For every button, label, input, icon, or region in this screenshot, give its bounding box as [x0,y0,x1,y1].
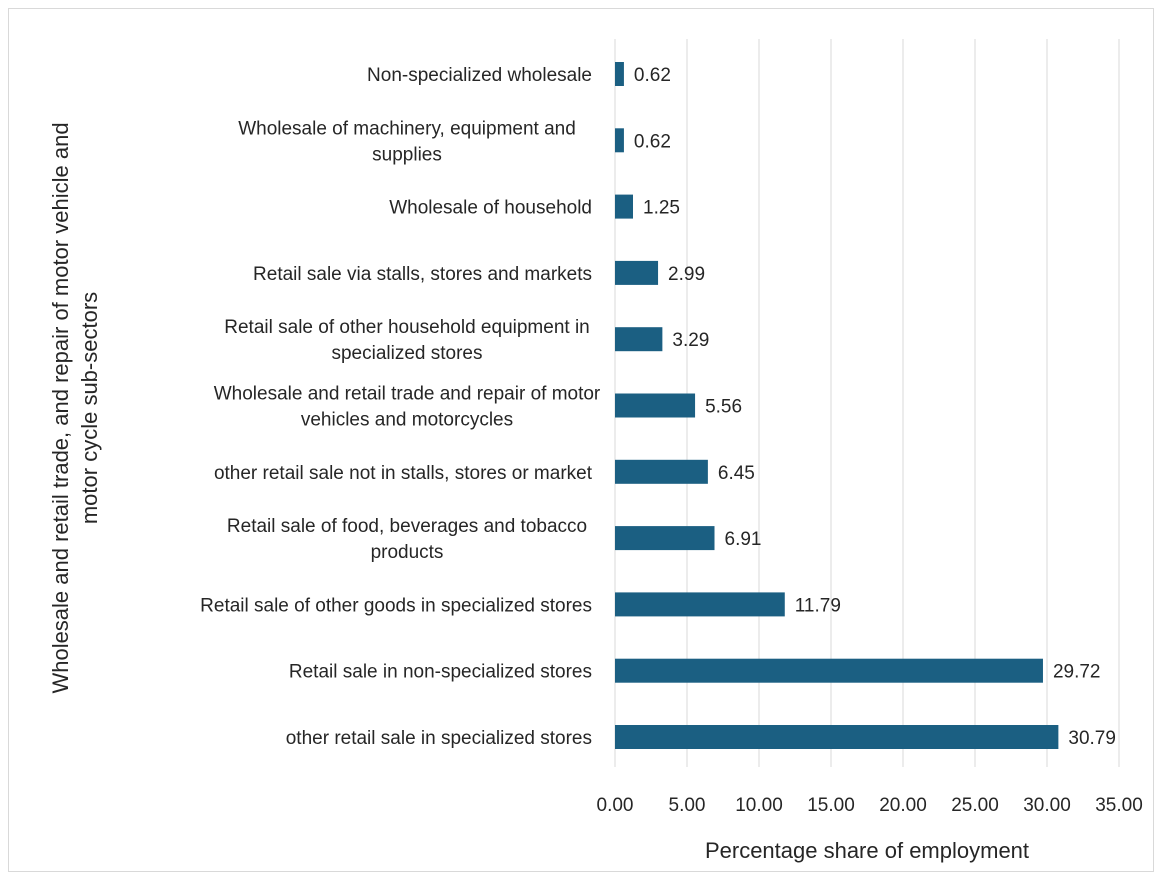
bar [615,592,785,617]
category-label: Wholesale of household [389,198,592,219]
value-label: 29.72 [1053,662,1101,683]
bar [615,128,624,153]
category-label: supplies [372,144,442,165]
x-tick-label: 25.00 [951,795,999,816]
x-tick-label: 30.00 [1023,795,1071,816]
bar-chart: Non-specialized wholesale Wholesale of ma… [48,39,1143,863]
value-label: 3.29 [672,330,709,351]
bar [615,658,1043,683]
x-tick-label: 15.00 [807,795,855,816]
category-label: Retail sale in non-specialized stores [289,662,592,683]
x-tick-label: 20.00 [879,795,927,816]
bar [615,393,696,418]
bar [615,725,1059,749]
y-axis-title-line: motor cycle sub-sectors [77,292,102,524]
category-labels: Non-specialized wholesale Wholesale of ma… [200,65,601,749]
x-tick-label: 0.00 [597,795,634,816]
value-label: 6.45 [718,463,755,484]
category-label: Retail sale of other household equipment… [224,317,589,338]
value-labels: 0.62 0.62 1.25 2.99 3.29 5.56 6.45 6.91 11.79 29.… [634,65,1116,749]
category-label: Wholesale of machinery, equipment and [238,118,576,139]
x-tick-label: 5.00 [669,795,706,816]
category-label: Wholesale and retail trade and repair of… [214,384,601,405]
y-axis-title-line: Wholesale and retail trade, and repair o… [48,122,73,693]
value-label: 30.79 [1068,728,1116,749]
bar [615,459,708,484]
value-label: 6.91 [725,529,762,550]
value-label: 0.62 [634,131,671,152]
bar [615,260,659,285]
category-label: Retail sale via stalls, stores and marke… [253,264,592,285]
category-label: other retail sale in specialized stores [286,728,592,749]
x-tick-label: 10.00 [735,795,783,816]
x-axis-title: Percentage share of employment [705,838,1029,863]
bar [615,194,633,219]
bar [615,62,624,86]
category-label: products [371,542,444,563]
y-axis-title: Wholesale and retail trade, and repair o… [48,122,102,693]
value-label: 5.56 [705,397,742,418]
bars [615,62,1059,749]
category-label: Non-specialized wholesale [367,65,592,86]
x-tick-label: 35.00 [1095,795,1143,816]
bar [615,327,663,352]
category-label: vehicles and motorcycles [301,410,513,431]
bar [615,526,715,551]
category-label: other retail sale not in stalls, stores … [214,463,593,484]
category-label: Retail sale of food, beverages and tobac… [227,516,587,537]
x-tick-labels: 0.00 5.00 10.00 15.00 20.00 25.00 30.00 35.00 [597,795,1143,816]
category-label: Retail sale of other goods in specialize… [200,595,592,616]
chart-frame: Non-specialized wholesale Wholesale of ma… [8,8,1154,872]
value-label: 1.25 [643,198,680,219]
value-label: 0.62 [634,65,671,86]
category-label: specialized stores [331,343,482,364]
value-label: 2.99 [668,264,705,285]
grid-lines [614,39,1120,767]
value-label: 11.79 [795,595,841,616]
